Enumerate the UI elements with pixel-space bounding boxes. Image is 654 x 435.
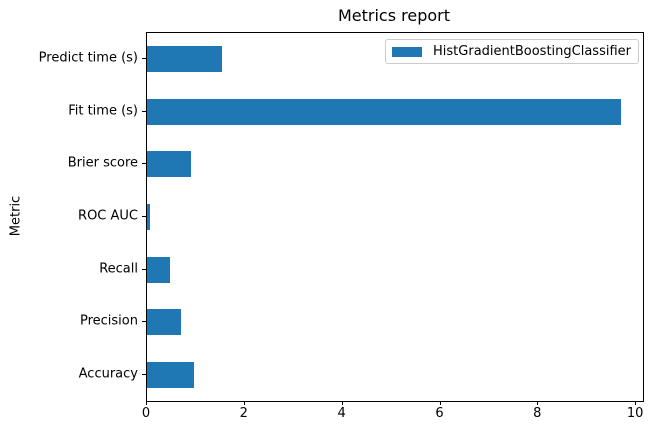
bar-accuracy [147,361,194,388]
y-tick-mark [142,321,146,323]
bar-brier-score [147,151,191,178]
x-tick-mark [635,401,637,405]
y-axis-label: Metric [8,195,24,237]
y-tick-label-predict-time-s: Predict time (s) [38,50,138,66]
legend-swatch-icon [392,46,423,57]
chart-title: Metrics report [337,6,451,25]
x-tick-mark [341,401,343,405]
legend: HistGradientBoostingClassifier [385,39,639,64]
plot-area: HistGradientBoostingClassifier [146,32,644,402]
x-tick-label-2: 2 [239,406,248,421]
x-tick-label-0: 0 [141,406,151,421]
bar-predict-time-s [147,46,222,73]
bar-precision [147,309,182,336]
x-tick-label-4: 4 [337,406,346,421]
x-tick-mark [243,401,245,405]
y-tick-label-precision: Precision [79,313,138,329]
bar-recall [147,256,170,283]
x-tick-label-10: 10 [626,406,644,421]
y-tick-mark [142,373,146,375]
y-tick-label-roc-auc: ROC AUC [78,208,138,224]
y-tick-mark [142,110,146,112]
x-tick-mark [537,401,539,405]
x-tick-label-6: 6 [435,406,444,421]
y-tick-label-recall: Recall [99,261,138,277]
x-tick-mark [439,401,441,405]
x-tick-mark [146,401,147,405]
y-tick-label-brier-score: Brier score [67,155,138,171]
bar-roc-auc [147,204,150,230]
y-tick-label-accuracy: Accuracy [78,366,138,382]
bar-fit-time-s [147,98,621,125]
legend-label: HistGradientBoostingClassifier [433,44,631,59]
y-tick-label-fit-time-s: Fit time (s) [68,103,138,119]
y-tick-mark [142,216,146,217]
y-tick-mark [142,58,146,60]
x-tick-label-8: 8 [533,406,542,421]
y-tick-mark [142,163,146,165]
y-tick-mark [142,268,146,270]
